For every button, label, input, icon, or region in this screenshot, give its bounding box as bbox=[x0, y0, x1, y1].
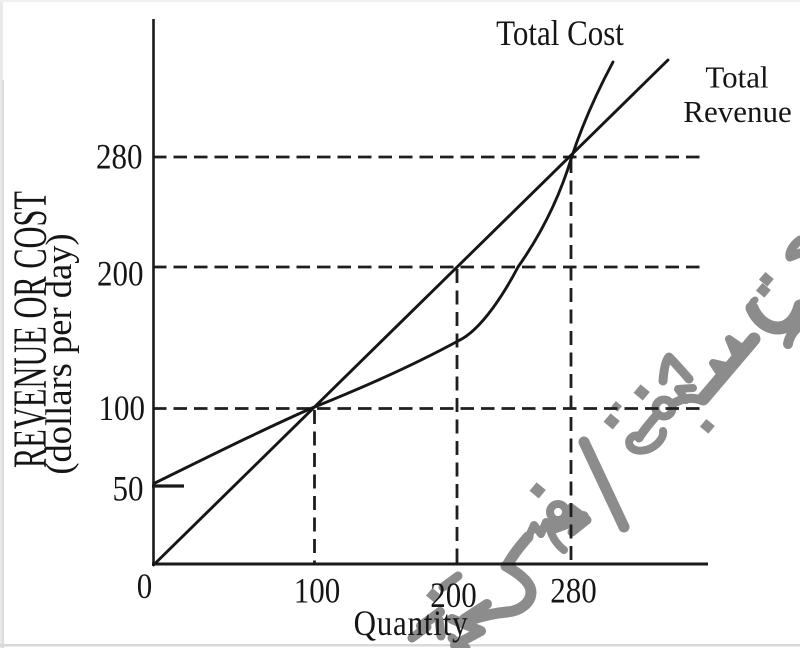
svg-text:REVENUE OR COST: REVENUE OR COST bbox=[3, 191, 57, 468]
svg-text:200: 200 bbox=[97, 255, 143, 294]
svg-text:Total Cost: Total Cost bbox=[496, 14, 624, 53]
svg-text:Revenue: Revenue bbox=[683, 94, 791, 129]
svg-text:Total: Total bbox=[705, 60, 768, 95]
svg-text:0: 0 bbox=[137, 567, 153, 606]
svg-text:100: 100 bbox=[99, 389, 145, 428]
svg-text:(dollars per day): (dollars per day) bbox=[38, 233, 79, 474]
svg-text:200: 200 bbox=[430, 576, 476, 615]
svg-text:280: 280 bbox=[96, 138, 142, 177]
svg-text:100: 100 bbox=[294, 572, 340, 611]
svg-text:280: 280 bbox=[550, 572, 596, 611]
svg-text:Quantity: Quantity bbox=[354, 604, 469, 643]
svg-text:50: 50 bbox=[113, 470, 144, 509]
